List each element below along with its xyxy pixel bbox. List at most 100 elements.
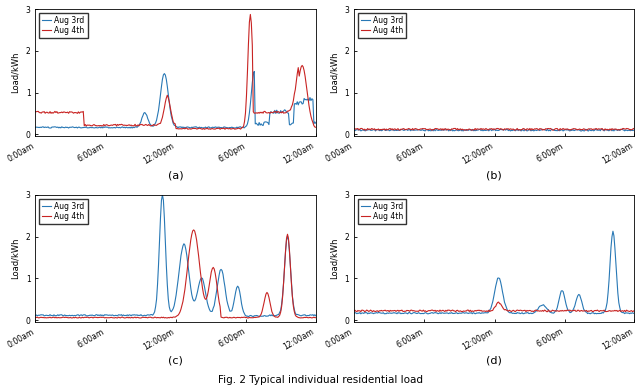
Line: Aug 3rd: Aug 3rd [35,72,316,128]
Y-axis label: Load/kWh: Load/kWh [330,52,339,94]
Aug 3rd [491,127,499,132]
Aug 3rd [269,313,276,318]
X-axis label: (b): (b) [486,170,502,180]
Aug 4th [350,309,358,313]
Legend: Aug 3rd, Aug 4th: Aug 3rd, Aug 4th [39,13,88,38]
Line: Aug 3rd: Aug 3rd [35,195,316,317]
Aug 3rd [56,313,63,317]
Aug 3rd [585,129,593,133]
Aug 4th [31,110,39,114]
Aug 4th [281,265,289,270]
Y-axis label: Load/kWh: Load/kWh [11,52,20,94]
Aug 3rd [593,127,600,132]
Aug 4th [630,308,638,313]
Aug 3rd [289,121,297,126]
Aug 4th [376,127,384,132]
Line: Aug 4th: Aug 4th [35,15,316,129]
Aug 3rd [374,310,382,315]
Legend: Aug 3rd, Aug 4th: Aug 3rd, Aug 4th [39,199,88,224]
Aug 3rd [599,127,607,132]
X-axis label: (d): (d) [486,356,502,366]
Aug 3rd [607,245,615,250]
Aug 3rd [244,315,252,319]
Aug 3rd [174,126,182,130]
Aug 3rd [281,107,289,112]
Line: Aug 3rd: Aug 3rd [354,231,634,314]
Aug 4th [593,126,600,131]
Aug 3rd [424,311,432,316]
Aug 4th [289,98,297,103]
Aug 4th [274,109,282,114]
Aug 3rd [630,311,638,315]
Aug 3rd [374,127,382,132]
Aug 4th [374,310,382,314]
Legend: Aug 3rd, Aug 4th: Aug 3rd, Aug 4th [358,13,406,38]
Aug 4th [269,311,276,316]
Aug 3rd [31,313,39,318]
Aug 4th [281,110,289,115]
Aug 4th [357,126,365,131]
Aug 3rd [609,229,617,234]
Y-axis label: Load/kWh: Load/kWh [330,238,339,279]
Aug 3rd [289,302,297,306]
Aug 4th [289,304,297,308]
Aug 3rd [274,312,282,317]
Aug 4th [190,228,198,232]
Line: Aug 4th: Aug 4th [35,230,316,318]
Aug 4th [136,316,144,320]
Aug 4th [362,128,369,132]
Aug 4th [312,125,319,130]
Aug 4th [173,126,181,131]
Aug 3rd [174,278,182,283]
Aug 4th [246,12,254,17]
Aug 3rd [31,125,39,130]
Aug 3rd [588,128,595,133]
Line: Aug 3rd: Aug 3rd [354,129,634,131]
Aug 4th [174,313,182,318]
Y-axis label: Load/kWh: Load/kWh [11,238,20,279]
Aug 3rd [608,129,616,133]
Aug 4th [588,127,595,131]
Aug 4th [593,308,600,313]
Aug 4th [588,308,595,313]
Aug 3rd [56,125,63,129]
Aug 4th [599,308,607,313]
Aug 4th [312,315,319,320]
Aug 4th [350,126,358,131]
X-axis label: (a): (a) [168,170,184,180]
Text: Fig. 2 Typical individual residential load: Fig. 2 Typical individual residential lo… [218,375,422,385]
Aug 4th [630,126,638,131]
Aug 3rd [159,192,166,197]
Aug 3rd [598,310,606,315]
Aug 4th [56,315,63,320]
Aug 3rd [269,110,276,115]
Aug 4th [31,315,39,320]
Aug 3rd [587,311,595,316]
Aug 3rd [281,265,289,270]
Aug 3rd [630,129,638,133]
Aug 3rd [250,69,258,74]
Aug 3rd [493,128,500,132]
Legend: Aug 3rd, Aug 4th: Aug 3rd, Aug 4th [358,199,406,224]
Aug 3rd [350,311,358,316]
Aug 4th [608,309,616,313]
Aug 4th [274,315,282,320]
Aug 3rd [128,126,136,131]
X-axis label: (c): (c) [168,356,183,366]
Aug 4th [56,110,63,115]
Aug 3rd [591,311,599,316]
Aug 4th [216,127,224,132]
Aug 4th [608,126,616,131]
Aug 4th [599,128,607,132]
Aug 4th [492,304,500,309]
Aug 3rd [493,280,500,285]
Aug 4th [269,110,276,115]
Aug 3rd [312,121,319,126]
Aug 3rd [350,128,358,132]
Line: Aug 4th: Aug 4th [354,129,634,130]
Line: Aug 4th: Aug 4th [354,302,634,312]
Aug 3rd [274,110,282,115]
Aug 3rd [312,313,319,318]
Aug 4th [584,310,591,314]
Aug 4th [494,126,502,131]
